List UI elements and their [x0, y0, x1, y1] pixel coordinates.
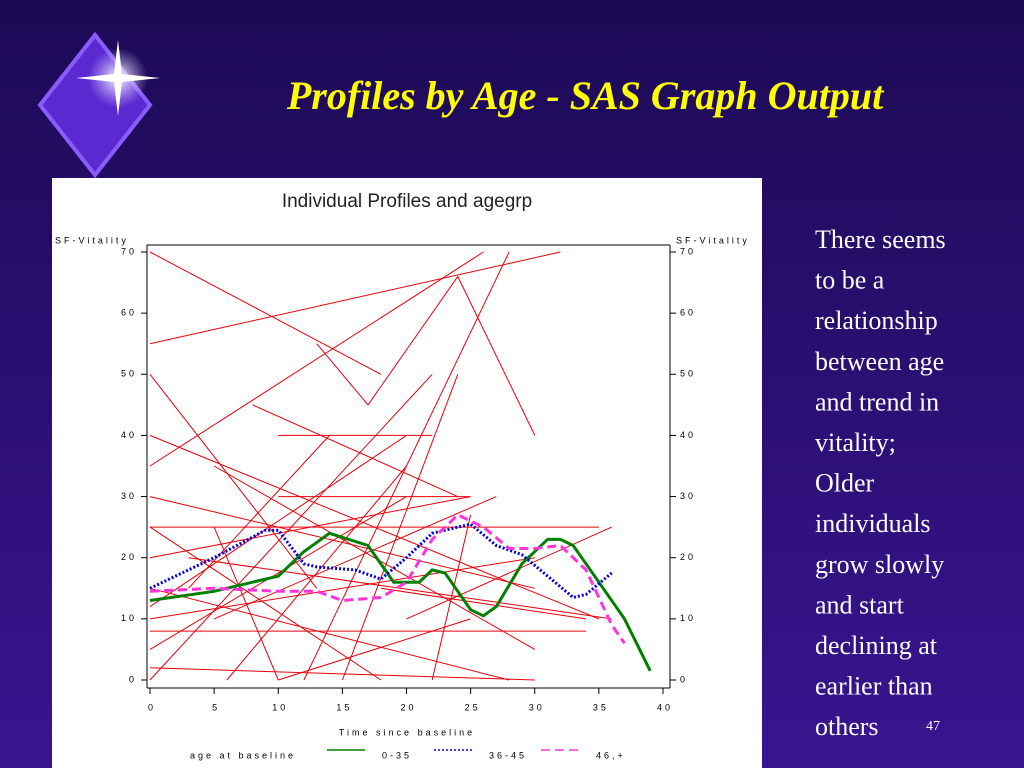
series-line — [149, 531, 652, 672]
profile-line — [213, 496, 497, 620]
y2-tick-label: 10 — [680, 613, 696, 623]
y2-axis-title: SF-Vitality — [676, 235, 750, 245]
body-line: and start — [815, 590, 905, 619]
body-line: individuals — [815, 509, 931, 538]
body-line: grow slowly — [815, 550, 944, 579]
x-tick-label: 40 — [657, 702, 673, 712]
profile-line — [149, 557, 535, 620]
y-axis-title: SF-Vitality — [55, 235, 129, 245]
x-tick-label: 0 — [148, 702, 156, 712]
body-line: declining at — [815, 631, 938, 660]
y-tick-label: 50 — [121, 369, 137, 379]
legend-title: age at baseline — [190, 750, 296, 760]
y-tick-label: 30 — [121, 491, 137, 501]
y-tick-label: 0 — [129, 674, 137, 684]
profile-line — [213, 526, 279, 681]
x-tick-label: 10 — [272, 702, 288, 712]
y2-tick-label: 60 — [680, 308, 696, 318]
y-tick-label: 40 — [121, 430, 137, 440]
profile-line — [188, 557, 612, 620]
profile-line — [149, 434, 600, 620]
y-tick-label: 10 — [121, 613, 137, 623]
profile-line — [252, 404, 459, 498]
x-tick-label: 5 — [212, 702, 220, 712]
profile-line — [278, 618, 471, 681]
page-number: 47 — [926, 719, 940, 734]
y2-tick-label: 20 — [680, 552, 696, 562]
profile-line — [431, 514, 472, 681]
profile-line — [149, 251, 561, 345]
profile-line — [149, 251, 382, 375]
series-line — [149, 513, 626, 645]
profile-line — [406, 526, 612, 620]
body-line: There seems — [815, 225, 946, 254]
body-line: between age — [815, 347, 944, 376]
x-tick-label: 35 — [593, 702, 609, 712]
profile-line — [149, 526, 382, 681]
body-line: earlier than — [815, 672, 933, 701]
profile-line — [149, 587, 510, 681]
x-tick-label: 30 — [529, 702, 545, 712]
body-line: vitality; — [815, 428, 896, 457]
logo — [37, 31, 160, 179]
y-tick-label: 70 — [121, 246, 137, 256]
body-line: and trend in — [815, 387, 939, 416]
y2-tick-label: 50 — [680, 369, 696, 379]
chart-title: Individual Profiles and agegrp — [282, 191, 532, 212]
series-line — [149, 522, 613, 600]
profile-line — [149, 373, 318, 589]
y2-tick-label: 40 — [680, 430, 696, 440]
profile-line — [316, 275, 536, 436]
y2-tick-label: 70 — [680, 246, 696, 256]
y-tick-label: 60 — [121, 308, 137, 318]
profile-line — [149, 667, 535, 681]
x-tick-label: 15 — [336, 702, 352, 712]
profile-line — [149, 496, 471, 559]
y2-tick-label: 0 — [680, 674, 688, 684]
legend-label: 46,+ — [596, 750, 626, 760]
profile-line — [226, 465, 407, 681]
body-line: Older — [815, 469, 875, 498]
body-text: There seems to be a relationship between ag… — [815, 225, 946, 741]
profile-line — [188, 435, 330, 589]
body-line: relationship — [815, 306, 938, 335]
chart-panel — [52, 178, 762, 768]
plot — [149, 251, 652, 681]
profile-line — [149, 434, 407, 608]
profile-line — [149, 496, 407, 650]
body-line: to be a — [815, 266, 885, 295]
x-axis-title: Time since baseline — [339, 727, 475, 737]
profile-line — [341, 374, 459, 681]
profile-line — [213, 465, 536, 650]
legend-label: 0-35 — [382, 750, 412, 760]
profile-line — [380, 587, 587, 620]
body-line: others — [815, 712, 879, 741]
y-tick-label: 20 — [121, 552, 137, 562]
x-tick-label: 20 — [400, 702, 416, 712]
x-tick-label: 25 — [465, 702, 481, 712]
slide-title: Profiles by Age - SAS Graph Output — [286, 73, 885, 118]
legend-label: 36-45 — [489, 750, 527, 760]
profile-line — [149, 251, 484, 467]
profile-line — [149, 373, 433, 681]
y2-tick-label: 30 — [680, 491, 696, 501]
